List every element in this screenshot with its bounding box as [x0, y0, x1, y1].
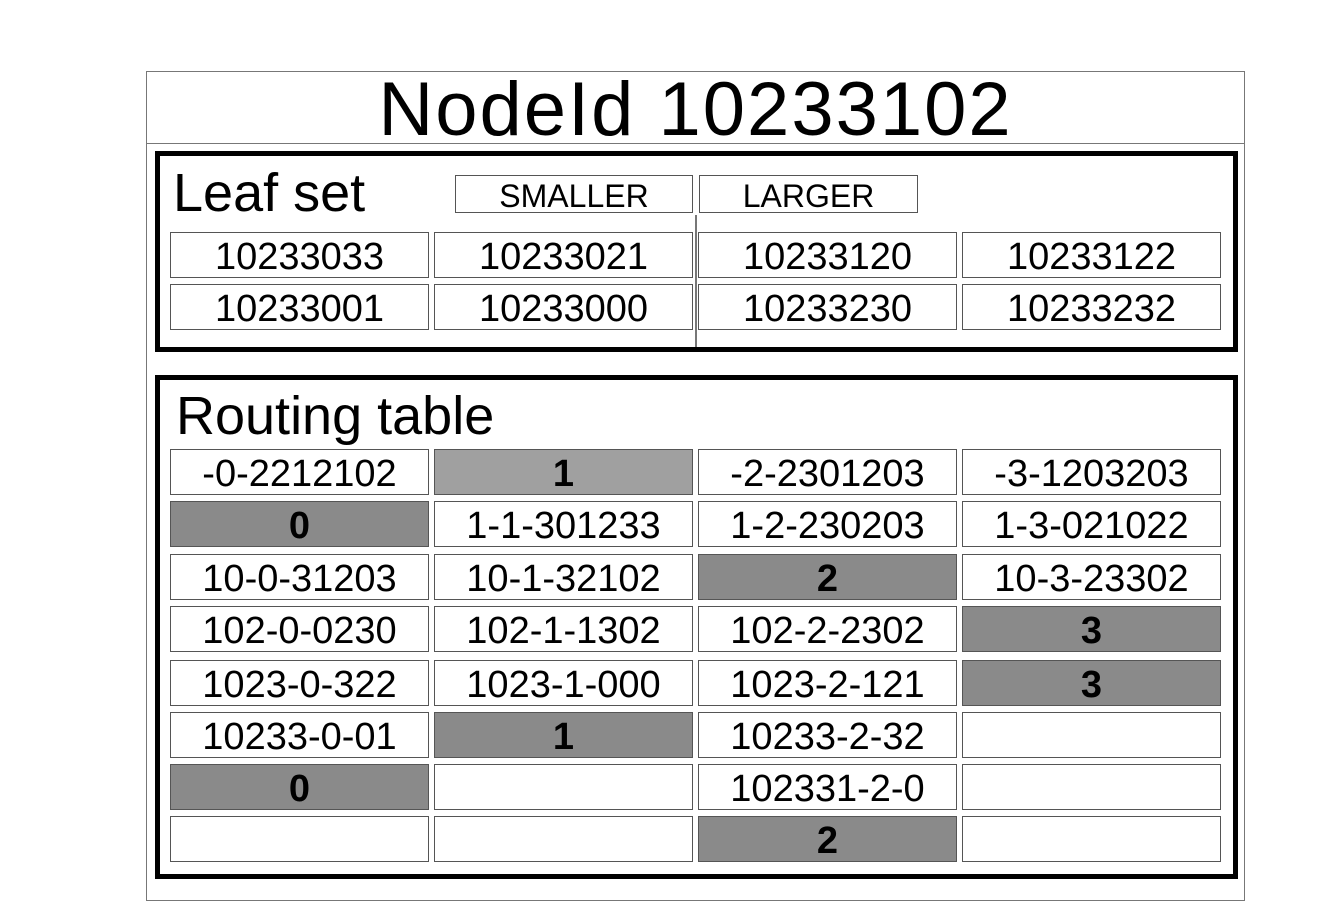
routing-cell-own-digit: 3	[962, 606, 1221, 652]
routing-cell: 1023-0-322	[170, 660, 429, 706]
routing-cell-own-digit: 3	[962, 660, 1221, 706]
leaf-cell: 10233122	[962, 232, 1221, 278]
routing-cell: -2-2301203	[698, 449, 957, 495]
routing-cell	[962, 712, 1221, 758]
routing-cell: 1023-2-121	[698, 660, 957, 706]
smaller-header: SMALLER	[455, 175, 693, 213]
routing-cell: 102-0-0230	[170, 606, 429, 652]
routing-cell: 10-1-32102	[434, 554, 693, 600]
routing-cell-own-digit: 2	[698, 554, 957, 600]
routing-cell: 10-0-31203	[170, 554, 429, 600]
routing-cell	[962, 816, 1221, 862]
routing-cell: -3-1203203	[962, 449, 1221, 495]
leaf-cell: 10233033	[170, 232, 429, 278]
routing-table-title: Routing table	[176, 386, 495, 446]
routing-cell: 10233-0-01	[170, 712, 429, 758]
routing-cell	[434, 816, 693, 862]
page-title: NodeId 10233102	[378, 67, 1013, 152]
routing-cell-own-digit: 1	[434, 449, 693, 495]
routing-cell: 1-3-021022	[962, 501, 1221, 547]
leaf-cell: 10233001	[170, 284, 429, 330]
routing-cell: 102-1-1302	[434, 606, 693, 652]
leaf-cell: 10233120	[698, 232, 957, 278]
routing-cell: 1-2-230203	[698, 501, 957, 547]
leaf-cell: 10233232	[962, 284, 1221, 330]
routing-cell: 10233-2-32	[698, 712, 957, 758]
routing-cell: 1-1-301233	[434, 501, 693, 547]
leaf-set-title: Leaf set	[173, 163, 366, 223]
routing-cell: -0-2212102	[170, 449, 429, 495]
leaf-cell: 10233000	[434, 284, 693, 330]
routing-cell-own-digit: 2	[698, 816, 957, 862]
title-bar: NodeId 10233102	[146, 71, 1245, 148]
routing-cell: 102331-2-0	[698, 764, 957, 810]
routing-cell-own-digit: 0	[170, 764, 429, 810]
routing-cell-own-digit: 0	[170, 501, 429, 547]
routing-cell: 1023-1-000	[434, 660, 693, 706]
routing-cell: 10-3-23302	[962, 554, 1221, 600]
leaf-cell: 10233021	[434, 232, 693, 278]
routing-cell	[170, 816, 429, 862]
leaf-cell: 10233230	[698, 284, 957, 330]
leaf-set-divider	[695, 215, 697, 347]
routing-cell	[962, 764, 1221, 810]
larger-header: LARGER	[699, 175, 918, 213]
routing-cell-own-digit: 1	[434, 712, 693, 758]
routing-cell	[434, 764, 693, 810]
routing-cell: 102-2-2302	[698, 606, 957, 652]
